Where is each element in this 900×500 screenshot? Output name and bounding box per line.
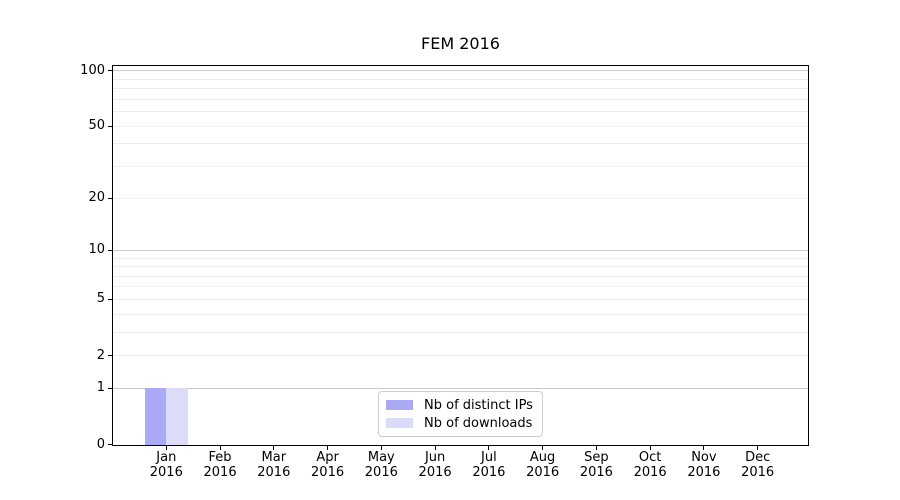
x-tick-mark bbox=[273, 445, 275, 450]
legend-swatch bbox=[386, 418, 413, 428]
x-axis-tick-label-line: Jan bbox=[156, 449, 177, 465]
y-gridline-minor bbox=[113, 298, 808, 300]
x-axis-tick-label: Aug 2016 bbox=[511, 450, 575, 480]
x-axis-tick-label-line: Jun bbox=[424, 449, 446, 465]
x-axis-tick-label: Sep 2016 bbox=[564, 450, 628, 480]
y-axis-tick-label: 20 bbox=[88, 190, 105, 206]
legend: Nb of distinct IPs Nb of downloads bbox=[378, 391, 543, 437]
y-gridline-minor bbox=[113, 266, 808, 268]
legend-label: Nb of downloads bbox=[424, 415, 533, 431]
plot-area: 0 1 2 5 10 20 50 100 Jan 2016 Feb 2016 Mar 2016 Apr 201… bbox=[80, 63, 809, 480]
y-gridline-minor bbox=[113, 111, 808, 113]
y-gridline-minor bbox=[113, 257, 808, 259]
y-tick-mark bbox=[108, 387, 112, 389]
y-gridline-major bbox=[113, 70, 808, 72]
x-axis-tick-label-line: Jul bbox=[481, 449, 497, 465]
bar-nb-of-downloads bbox=[166, 388, 188, 445]
x-axis-tick-label-line: Apr bbox=[316, 449, 339, 465]
x-axis-tick-label-line: 2016 bbox=[203, 464, 237, 480]
y-axis-tick-label: 100 bbox=[80, 62, 105, 78]
y-axis-tick-label: 1 bbox=[96, 380, 105, 396]
x-axis-tick-label: Jan 2016 bbox=[134, 450, 198, 480]
x-tick-mark bbox=[327, 445, 329, 450]
x-axis-tick-label-line: 2016 bbox=[687, 464, 721, 480]
y-gridline-minor bbox=[113, 78, 808, 80]
x-axis-tick-label: Oct 2016 bbox=[618, 450, 682, 480]
y-gridline-minor bbox=[113, 98, 808, 100]
x-tick-mark bbox=[434, 445, 436, 450]
x-axis-tick-label-line: Sep bbox=[584, 449, 609, 465]
x-tick-mark bbox=[488, 445, 490, 450]
x-tick-mark bbox=[542, 445, 544, 450]
y-axis-tick-label: 0 bbox=[96, 436, 105, 452]
y-gridline-minor bbox=[113, 125, 808, 127]
x-axis-tick-label-line: 2016 bbox=[257, 464, 291, 480]
x-axis-tick-label: May 2016 bbox=[349, 450, 413, 480]
y-gridline-minor bbox=[113, 331, 808, 333]
x-axis-tick-label-line: Mar bbox=[261, 449, 287, 465]
y-tick-mark bbox=[108, 355, 112, 357]
y-gridline-minor bbox=[113, 143, 808, 145]
y-tick-mark bbox=[108, 249, 112, 251]
x-axis-tick-label-line: 2016 bbox=[633, 464, 667, 480]
y-gridline-minor bbox=[113, 166, 808, 168]
y-tick-mark bbox=[108, 70, 112, 72]
x-axis-tick-label-line: 2016 bbox=[149, 464, 183, 480]
y-axis-tick-label: 10 bbox=[88, 242, 105, 258]
x-axis-tick-label: Feb 2016 bbox=[188, 450, 252, 480]
bar-nb-of-distinct-ips bbox=[144, 388, 167, 445]
x-axis-tick-label-line: Aug bbox=[529, 449, 556, 465]
x-axis-tick-label-line: 2016 bbox=[741, 464, 775, 480]
x-axis-tick-label-line: 2016 bbox=[311, 464, 345, 480]
x-axis-tick-label: Mar 2016 bbox=[242, 450, 306, 480]
x-axis-tick-label: Dec 2016 bbox=[726, 450, 790, 480]
x-axis-tick-label-line: Oct bbox=[638, 449, 662, 465]
y-tick-mark bbox=[108, 444, 112, 445]
y-gridline-major bbox=[113, 387, 808, 389]
x-tick-mark bbox=[649, 445, 651, 450]
x-tick-mark bbox=[219, 445, 221, 450]
x-axis-tick-label-line: 2016 bbox=[526, 464, 560, 480]
x-axis-tick-label: Apr 2016 bbox=[296, 450, 360, 480]
y-gridline-minor bbox=[113, 275, 808, 277]
x-axis-tick-label: Jun 2016 bbox=[403, 450, 467, 480]
y-gridline-minor bbox=[113, 313, 808, 315]
x-axis-tick-label: Jul 2016 bbox=[457, 450, 521, 480]
chart-title: FEM 2016 bbox=[421, 34, 500, 53]
x-tick-mark bbox=[380, 445, 382, 450]
y-gridline-major bbox=[113, 249, 808, 251]
x-axis-tick-label-line: 2016 bbox=[472, 464, 506, 480]
x-axis-tick-label-line: May bbox=[367, 449, 395, 465]
x-tick-mark bbox=[595, 445, 597, 450]
x-axis-tick-label-line: 2016 bbox=[418, 464, 452, 480]
legend-item: Nb of distinct IPs bbox=[386, 398, 534, 413]
y-tick-mark bbox=[108, 197, 112, 199]
y-axis-tick-label: 5 bbox=[96, 291, 105, 307]
y-gridline-minor bbox=[113, 197, 808, 199]
y-gridline-minor bbox=[113, 88, 808, 90]
x-axis-tick-label-line: Feb bbox=[208, 449, 232, 465]
x-tick-mark bbox=[757, 445, 759, 450]
x-tick-mark bbox=[165, 445, 167, 450]
y-tick-mark bbox=[108, 125, 112, 127]
x-axis-tick-label: Nov 2016 bbox=[672, 450, 736, 480]
y-axis-tick-label: 2 bbox=[96, 347, 105, 363]
legend-item: Nb of downloads bbox=[386, 416, 534, 431]
legend-swatch bbox=[386, 400, 413, 410]
x-axis-tick-label-line: Dec bbox=[745, 449, 771, 465]
y-tick-mark bbox=[108, 298, 112, 300]
y-axis-tick-label: 50 bbox=[88, 118, 105, 134]
y-gridline-minor bbox=[113, 355, 808, 357]
x-axis-tick-label-line: 2016 bbox=[579, 464, 613, 480]
y-gridline-minor bbox=[113, 286, 808, 288]
x-tick-mark bbox=[703, 445, 705, 450]
x-axis-tick-label-line: 2016 bbox=[364, 464, 398, 480]
legend-label: Nb of distinct IPs bbox=[424, 397, 533, 413]
x-axis-tick-label-line: Nov bbox=[691, 449, 717, 465]
